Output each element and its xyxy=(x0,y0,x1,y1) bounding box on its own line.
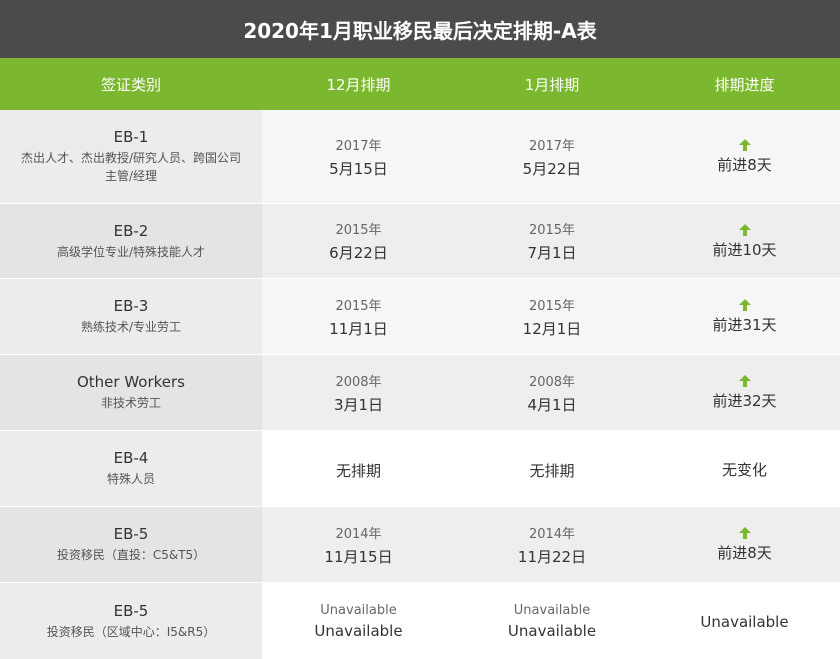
category-code: Other Workers xyxy=(76,373,186,391)
table-row: EB-3 熟练技术/专业劳工 2015年 11月1日 2015年 12月1日 前… xyxy=(0,279,840,355)
category-cell: EB-1 杰出人才、杰出教授/研究人员、跨国公司主管/经理 xyxy=(0,110,262,203)
date-value: 7月1日 xyxy=(527,244,577,262)
year-label: 2014年 xyxy=(528,526,576,542)
up-arrow-icon xyxy=(738,299,751,311)
date-value: 3月1日 xyxy=(333,395,384,414)
table-row: EB-4 特殊人员 无排期 无排期 无变化 xyxy=(0,431,840,507)
header-january: 1月排期 xyxy=(524,75,580,94)
up-arrow-icon xyxy=(738,375,751,387)
table-row: Other Workers 非技术劳工 2008年 3月1日 2008年 4月1… xyxy=(0,355,840,431)
category-description: 投资移民（区域中心：I5&R5） xyxy=(46,624,216,639)
progress-text: 前进10天 xyxy=(712,240,777,259)
december-cell: 2008年 3月1日 xyxy=(262,355,455,430)
category-description: 特殊人员 xyxy=(106,472,155,486)
january-cell: 2017年 5月22日 xyxy=(455,110,649,203)
progress-text: 前进32天 xyxy=(712,392,777,410)
progress-text: Unavailable xyxy=(700,613,789,631)
date-value: 5月15日 xyxy=(329,159,388,178)
category-code: EB-1 xyxy=(113,128,149,146)
up-arrow-icon xyxy=(738,527,751,539)
category-description: 非技术劳工 xyxy=(100,396,161,410)
date-value: 6月22日 xyxy=(329,244,388,262)
table-row: EB-5 投资移民（区域中心：I5&R5） Unavailable Unavai… xyxy=(0,583,840,659)
january-cell: 2015年 7月1日 xyxy=(455,204,649,278)
table-title: 2020年1月职业移民最后决定排期-A表 xyxy=(0,0,840,58)
year-label: 2008年 xyxy=(335,374,382,390)
progress-cell: 前进32天 xyxy=(649,355,840,430)
category-cell: EB-3 熟练技术/专业劳工 xyxy=(0,279,262,354)
table-row: EB-5 投资移民（直投：C5&T5） 2014年 11月15日 2014年 1… xyxy=(0,507,840,583)
category-description: 高级学位专业/特殊技能人才 xyxy=(56,244,206,259)
year-label: 2017年 xyxy=(335,138,382,154)
header-december: 12月排期 xyxy=(326,75,391,94)
up-arrow-icon xyxy=(738,139,751,151)
progress-cell: 前进8天 xyxy=(649,110,840,203)
progress-text: 前进8天 xyxy=(717,156,772,174)
january-cell: 无排期 xyxy=(455,431,649,506)
progress-cell: 前进10天 xyxy=(649,204,840,278)
year-label: 2015年 xyxy=(528,223,576,238)
header-category: 签证类别 xyxy=(100,75,161,94)
category-description: 杰出人才、杰出教授/研究人员、跨国公司主管/经理 xyxy=(20,151,242,183)
up-arrow-icon xyxy=(738,223,751,236)
category-cell: Other Workers 非技术劳工 xyxy=(0,355,262,430)
january-cell: 2014年 11月22日 xyxy=(455,507,649,582)
category-code: EB-5 xyxy=(113,525,149,543)
date-value: 12月1日 xyxy=(522,319,582,338)
date-value: Unavailable xyxy=(314,621,403,640)
year-label: 2014年 xyxy=(335,526,382,542)
category-cell: EB-2 高级学位专业/特殊技能人才 xyxy=(0,204,262,278)
year-label: 2015年 xyxy=(335,298,382,314)
december-cell: 无排期 xyxy=(262,431,455,506)
progress-text: 前进31天 xyxy=(712,316,777,334)
year-label: 2017年 xyxy=(528,138,576,154)
progress-text: 前进8天 xyxy=(717,544,772,562)
january-cell: 2008年 4月1日 xyxy=(455,355,649,430)
header-progress: 排期进度 xyxy=(714,75,775,94)
progress-cell: 前进31天 xyxy=(649,279,840,354)
category-code: EB-3 xyxy=(113,297,149,315)
table-row: EB-2 高级学位专业/特殊技能人才 2015年 6月22日 2015年 7月1… xyxy=(0,204,840,279)
table-row: EB-1 杰出人才、杰出教授/研究人员、跨国公司主管/经理 2017年 5月15… xyxy=(0,110,840,204)
date-value: 11月22日 xyxy=(517,547,587,566)
december-cell: Unavailable Unavailable xyxy=(262,583,455,659)
date-value: 4月1日 xyxy=(527,395,577,414)
category-code: EB-2 xyxy=(113,221,149,240)
category-description: 投资移民（直投：C5&T5） xyxy=(56,548,206,562)
year-label: Unavailable xyxy=(513,602,591,618)
category-description: 熟练技术/专业劳工 xyxy=(80,320,182,334)
date-value: 无排期 xyxy=(335,462,381,480)
progress-cell: 前进8天 xyxy=(649,507,840,582)
category-code: EB-4 xyxy=(113,449,149,467)
progress-cell: 无变化 xyxy=(649,431,840,506)
december-cell: 2015年 6月22日 xyxy=(262,204,455,278)
january-cell: Unavailable Unavailable xyxy=(455,583,649,659)
year-label: 2015年 xyxy=(335,223,382,238)
december-cell: 2015年 11月1日 xyxy=(262,279,455,354)
date-value: 无排期 xyxy=(529,462,575,480)
category-cell: EB-4 特殊人员 xyxy=(0,431,262,506)
december-cell: 2014年 11月15日 xyxy=(262,507,455,582)
category-cell: EB-5 投资移民（直投：C5&T5） xyxy=(0,507,262,582)
category-cell: EB-5 投资移民（区域中心：I5&R5） xyxy=(0,583,262,659)
year-label: 2015年 xyxy=(528,298,576,314)
january-cell: 2015年 12月1日 xyxy=(455,279,649,354)
table-header: 签证类别 12月排期 1月排期 排期进度 xyxy=(0,58,840,110)
date-value: 11月15日 xyxy=(324,547,393,566)
progress-text: 无变化 xyxy=(721,461,767,479)
progress-cell: Unavailable xyxy=(649,583,840,659)
date-value: 5月22日 xyxy=(522,159,582,178)
category-code: EB-5 xyxy=(113,601,149,620)
date-value: 11月1日 xyxy=(329,319,388,338)
year-label: Unavailable xyxy=(320,602,397,618)
year-label: 2008年 xyxy=(528,374,576,390)
date-value: Unavailable xyxy=(507,621,597,640)
december-cell: 2017年 5月15日 xyxy=(262,110,455,203)
